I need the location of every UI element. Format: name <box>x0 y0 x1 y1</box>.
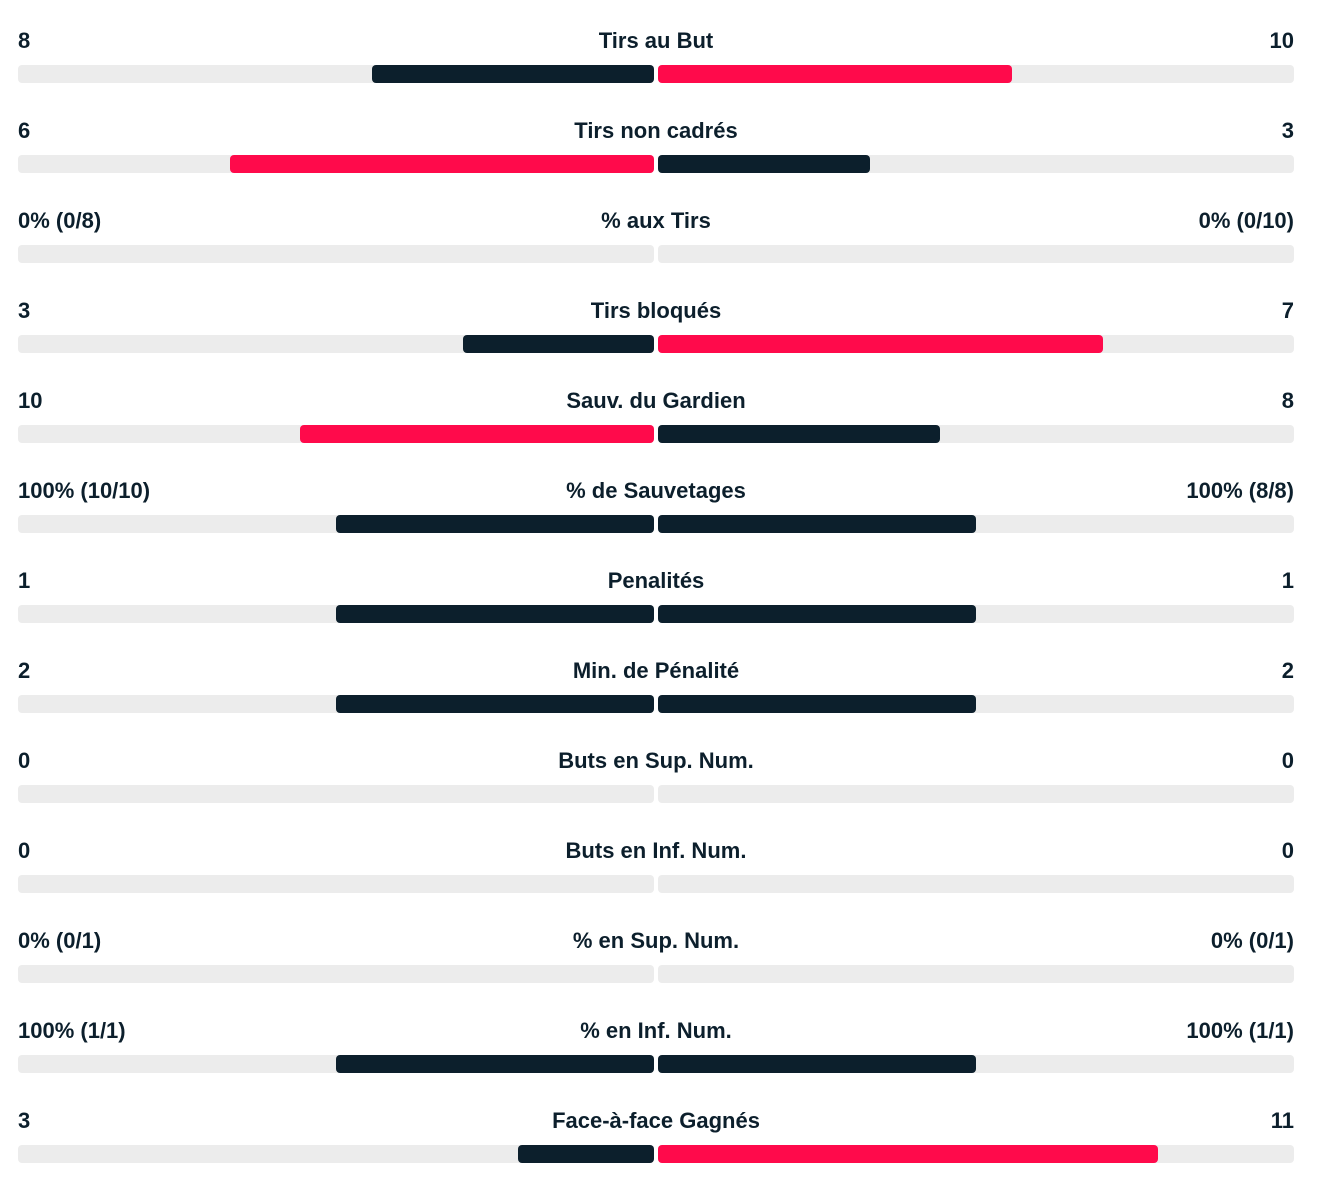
stat-label: Buts en Inf. Num. <box>565 838 747 863</box>
stat-row-penalty-minutes: 2 Min. de Pénalité 2 <box>0 630 1340 720</box>
away-value: 100% (1/1) <box>1186 1018 1294 1043</box>
away-bar-fill <box>658 335 1103 353</box>
away-bar-track <box>658 785 1294 803</box>
away-value: 100% (8/8) <box>1186 478 1294 503</box>
home-bar-fill <box>300 425 654 443</box>
home-value: 3 <box>18 298 31 323</box>
stat-label: Tirs non cadrés <box>574 118 738 143</box>
home-bar-track <box>18 1055 654 1073</box>
home-bar-track <box>18 65 654 83</box>
away-value: 0% (0/10) <box>1198 208 1294 233</box>
away-bar-track <box>658 965 1294 983</box>
stat-label: Min. de Pénalité <box>572 658 740 683</box>
home-bar-track <box>18 875 654 893</box>
home-bar-fill <box>230 155 654 173</box>
away-bar-fill <box>658 155 870 173</box>
stat-row-power-play-goals: 0 Buts en Sup. Num. 0 <box>0 720 1340 810</box>
home-bar-track <box>18 245 654 263</box>
stat-label: % en Inf. Num. <box>580 1018 732 1043</box>
home-value: 8 <box>18 28 31 53</box>
stat-label: Sauv. du Gardien <box>566 388 746 413</box>
home-value: 2 <box>18 658 31 683</box>
away-bar-fill <box>658 65 1012 83</box>
away-bar-track <box>658 425 1294 443</box>
home-bar-track <box>18 605 654 623</box>
stat-label: % en Sup. Num. <box>572 928 740 953</box>
away-value: 11 <box>1270 1108 1294 1133</box>
stat-row-goalie-saves: 10 Sauv. du Gardien 8 <box>0 360 1340 450</box>
stat-row-penalties: 1 Penalités 1 <box>0 540 1340 630</box>
home-bar-track <box>18 785 654 803</box>
away-bar-track <box>658 155 1294 173</box>
away-value: 0 <box>1281 748 1294 773</box>
away-bar-fill <box>658 1055 976 1073</box>
away-bar-fill <box>658 1145 1158 1163</box>
away-bar-track <box>658 1055 1294 1073</box>
home-value: 0 <box>18 748 31 773</box>
home-bar-fill <box>463 335 654 353</box>
stat-row-penalty-kill-percentage: 100% (1/1) % en Inf. Num. 100% (1/1) <box>0 990 1340 1080</box>
home-value: 10 <box>18 388 43 413</box>
home-value: 100% (10/10) <box>18 478 151 503</box>
stat-row-faceoffs-won: 3 Face-à-face Gagnés 11 <box>0 1080 1340 1170</box>
away-value: 7 <box>1281 298 1294 323</box>
away-value: 3 <box>1281 118 1294 143</box>
home-bar-track <box>18 1145 654 1163</box>
away-bar-fill <box>658 605 976 623</box>
stat-row-save-percentage: 100% (10/10) % de Sauvetages 100% (8/8) <box>0 450 1340 540</box>
away-bar-track <box>658 515 1294 533</box>
stat-label: Tirs au But <box>598 28 714 53</box>
stat-row-shooting-percentage: 0% (0/8) % aux Tirs 0% (0/10) <box>0 180 1340 270</box>
stat-label: Face-à-face Gagnés <box>552 1108 760 1133</box>
home-bar-fill <box>336 515 654 533</box>
home-bar-fill <box>372 65 654 83</box>
home-bar-fill <box>336 1055 654 1073</box>
away-value: 0 <box>1281 838 1294 863</box>
stat-row-blocked-shots: 3 Tirs bloqués 7 <box>0 270 1340 360</box>
away-bar-track <box>658 65 1294 83</box>
home-value: 6 <box>18 118 31 143</box>
away-bar-track <box>658 605 1294 623</box>
away-value: 0% (0/1) <box>1210 928 1294 953</box>
away-bar-fill <box>658 695 976 713</box>
away-bar-track <box>658 875 1294 893</box>
stat-row-power-play-percentage: 0% (0/1) % en Sup. Num. 0% (0/1) <box>0 900 1340 990</box>
away-value: 10 <box>1269 28 1294 53</box>
away-value: 8 <box>1281 388 1294 413</box>
home-value: 1 <box>18 568 31 593</box>
home-bar-fill <box>518 1145 654 1163</box>
home-bar-track <box>18 965 654 983</box>
away-bar-fill <box>658 425 940 443</box>
home-value: 0% (0/1) <box>18 928 102 953</box>
away-value: 2 <box>1281 658 1294 683</box>
away-value: 1 <box>1281 568 1294 593</box>
home-bar-fill <box>336 695 654 713</box>
stat-label: Penalités <box>607 568 705 593</box>
home-bar-fill <box>336 605 654 623</box>
home-value: 3 <box>18 1108 31 1133</box>
home-value: 0 <box>18 838 31 863</box>
away-bar-track <box>658 335 1294 353</box>
stat-row-shots-on-goal: 8 Tirs au But 10 <box>0 0 1340 90</box>
away-bar-fill <box>658 515 976 533</box>
stat-row-missed-shots: 6 Tirs non cadrés 3 <box>0 90 1340 180</box>
home-value: 0% (0/8) <box>18 208 102 233</box>
stat-label: % de Sauvetages <box>566 478 746 503</box>
stat-label: Tirs bloqués <box>590 298 722 323</box>
stat-label: % aux Tirs <box>601 208 711 233</box>
home-bar-track <box>18 425 654 443</box>
home-bar-track <box>18 695 654 713</box>
home-value: 100% (1/1) <box>18 1018 126 1043</box>
stat-label: Buts en Sup. Num. <box>558 748 754 773</box>
home-bar-track <box>18 155 654 173</box>
home-bar-track <box>18 335 654 353</box>
stat-row-short-handed-goals: 0 Buts en Inf. Num. 0 <box>0 810 1340 900</box>
away-bar-track <box>658 245 1294 263</box>
home-bar-track <box>18 515 654 533</box>
away-bar-track <box>658 1145 1294 1163</box>
away-bar-track <box>658 695 1294 713</box>
